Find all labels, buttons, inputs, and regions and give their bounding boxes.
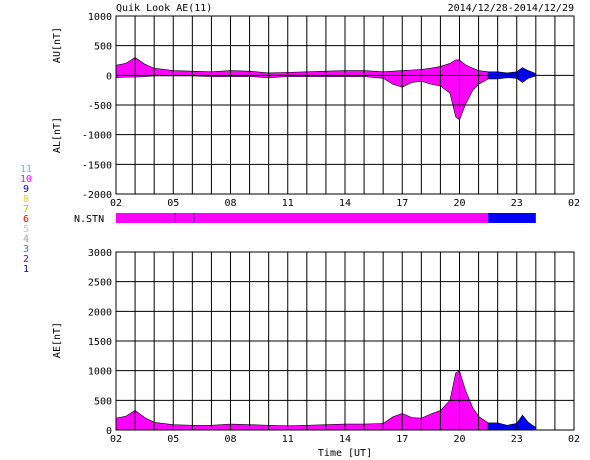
station-count-bar xyxy=(116,213,536,223)
legend-station-2: 2 xyxy=(23,254,29,265)
ae-ytick-label: 0 xyxy=(106,426,112,437)
al-axis-label: AL[nT] xyxy=(52,117,63,153)
auel-xtick-label: 11 xyxy=(282,198,294,209)
legend-station-1: 1 xyxy=(23,264,29,275)
legend-station-11: 11 xyxy=(20,164,32,175)
auel-xtick-label: 17 xyxy=(396,198,408,209)
ae-ytick-label: 1500 xyxy=(88,337,112,348)
auel-ytick-label: -1000 xyxy=(82,131,112,142)
auel-xtick-label: 02 xyxy=(568,198,580,209)
legend-station-5: 5 xyxy=(23,224,29,235)
auel-ytick-label: -500 xyxy=(88,101,112,112)
legend-station-8: 8 xyxy=(23,194,29,205)
ae-xtick-label: 08 xyxy=(224,434,236,445)
ae-ytick-label: 500 xyxy=(94,396,112,407)
au-area-10-stations xyxy=(115,57,489,76)
auel-ytick-label: -1500 xyxy=(82,160,112,171)
station-segment xyxy=(488,213,536,223)
x-axis-label: Time [UT] xyxy=(318,448,372,459)
ae-xtick-label: 20 xyxy=(453,434,465,445)
ae-xtick-label: 05 xyxy=(167,434,179,445)
ae-ytick-label: 2500 xyxy=(88,278,112,289)
station-segment xyxy=(116,213,176,223)
ae-xtick-label: 17 xyxy=(396,434,408,445)
auel-xtick-label: 20 xyxy=(453,198,465,209)
station-count-label: N.STN xyxy=(74,214,104,225)
ae-axis-label: AE[nT] xyxy=(52,322,63,358)
auel-xtick-label: 23 xyxy=(511,198,523,209)
legend-station-6: 6 xyxy=(23,214,29,225)
ae-area-1-station xyxy=(487,414,537,431)
al-area-10-stations xyxy=(115,75,489,121)
au-area-1-station xyxy=(487,67,537,76)
auel-xtick-label: 02 xyxy=(110,198,122,209)
auel-xtick-label: 05 xyxy=(167,198,179,209)
ae-xtick-label: 02 xyxy=(110,434,122,445)
legend-station-4: 4 xyxy=(23,234,29,245)
legend-station-10: 10 xyxy=(20,174,32,185)
au-axis-label: AU[nT] xyxy=(52,27,63,63)
ae-ytick-label: 3000 xyxy=(88,248,112,259)
ae-xtick-label: 11 xyxy=(282,434,294,445)
station-segment xyxy=(175,213,195,223)
legend-station-9: 9 xyxy=(23,184,29,195)
auel-xtick-label: 08 xyxy=(224,198,236,209)
ae-frame xyxy=(115,251,575,431)
al-area-1-station xyxy=(487,75,537,83)
legend-station-7: 7 xyxy=(23,204,29,215)
ae-xtick-label: 14 xyxy=(339,434,351,445)
ae-xtick-label: 02 xyxy=(568,434,580,445)
auel-ytick-label: 500 xyxy=(94,42,112,53)
auel-ytick-label: 1000 xyxy=(88,12,112,23)
ae-xtick-label: 23 xyxy=(511,434,523,445)
ae-ytick-label: 2000 xyxy=(88,307,112,318)
auel-frame xyxy=(115,15,575,195)
date-range: 2014/12/28-2014/12/29 xyxy=(448,3,574,14)
auel-xtick-label: 14 xyxy=(339,198,351,209)
ae-ytick-label: 1000 xyxy=(88,367,112,378)
legend-station-3: 3 xyxy=(23,244,29,255)
chart-title: Quik Look AE(11) xyxy=(116,3,212,14)
auel-ytick-label: -2000 xyxy=(82,190,112,201)
station-segment xyxy=(194,213,489,223)
auel-ytick-label: 0 xyxy=(106,71,112,82)
